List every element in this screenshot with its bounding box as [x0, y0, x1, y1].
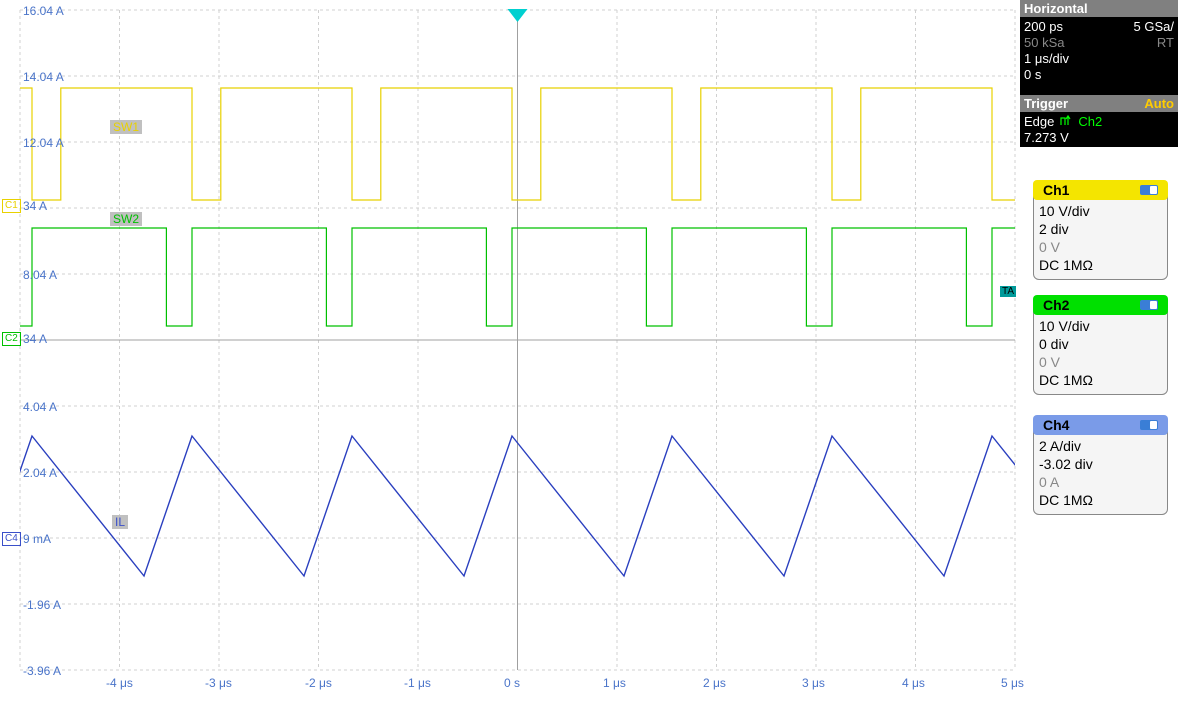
ground-marker-c4: C4 [2, 532, 21, 546]
x-axis-label: 0 s [504, 676, 520, 690]
horizontal-settings[interactable]: Horizontal 200 ps 5 GSa/50 kSa RT 1 μs/div0… [1020, 0, 1178, 95]
horiz-val: 0 s [1024, 67, 1041, 83]
x-axis-label: -1 μs [404, 676, 431, 690]
channel-setting: 2 A/div [1039, 437, 1162, 455]
y-axis-label: 34 A [23, 199, 47, 213]
waveform-canvas [0, 0, 1020, 718]
horiz-val: RT [1157, 35, 1174, 51]
x-axis-label: -4 μs [106, 676, 133, 690]
horizontal-title: Horizontal [1020, 0, 1178, 17]
trigger-source: Ch2 [1078, 114, 1102, 130]
channel-id: Ch4 [1043, 416, 1069, 434]
y-axis-label: 14.04 A [23, 70, 64, 84]
y-axis-label: 4.04 A [23, 400, 57, 414]
channel-setting: 2 div [1039, 220, 1162, 238]
y-axis-label: 12.04 A [23, 136, 64, 150]
y-axis-label: -3.96 A [23, 664, 61, 678]
trigger-mode: Auto [1144, 96, 1174, 111]
channel-setting: DC 1MΩ [1039, 256, 1162, 274]
y-axis-label: 9 mA [23, 532, 51, 546]
horiz-val: 50 kSa [1024, 35, 1064, 51]
y-axis-label: 8.04 A [23, 268, 57, 282]
trigger-slope-icon [1060, 114, 1072, 130]
horiz-val: 5 GSa/ [1134, 19, 1174, 35]
channel-id: Ch1 [1043, 181, 1069, 199]
channel-toggle[interactable] [1140, 185, 1158, 195]
channel-id: Ch2 [1043, 296, 1069, 314]
trigger-level: 7.273 V [1024, 130, 1174, 145]
x-axis-label: 1 μs [603, 676, 626, 690]
trigger-edge: Edge [1024, 114, 1054, 130]
channel-setting: 10 V/div [1039, 202, 1162, 220]
channel-setting: DC 1MΩ [1039, 491, 1162, 509]
channel-toggle[interactable] [1140, 300, 1158, 310]
y-axis-label: 34 A [23, 332, 47, 346]
channel-setting: DC 1MΩ [1039, 371, 1162, 389]
channel-setting: 0 V [1039, 238, 1162, 256]
channel-panel-ch2[interactable]: Ch2 10 V/div0 div0 VDC 1MΩ [1033, 295, 1168, 395]
trigger-level-marker[interactable]: TA [1000, 286, 1016, 297]
oscilloscope-display [0, 0, 1020, 718]
ground-marker-c1: C1 [2, 199, 21, 213]
channel-setting: 0 div [1039, 335, 1162, 353]
side-panel: Horizontal 200 ps5 GSa/50 kSaRT1 μs/div0… [1020, 0, 1178, 718]
x-axis-label: 4 μs [902, 676, 925, 690]
x-axis-label: 5 μs [1001, 676, 1024, 690]
channel-setting: 0 V [1039, 353, 1162, 371]
channel-setting: 0 A [1039, 473, 1162, 491]
y-axis-label: -1.96 A [23, 598, 61, 612]
channel-panel-ch4[interactable]: Ch4 2 A/div-3.02 div0 ADC 1MΩ [1033, 415, 1168, 515]
trigger-title: Trigger [1024, 96, 1068, 111]
channel-toggle[interactable] [1140, 420, 1158, 430]
channel-panel-ch1[interactable]: Ch1 10 V/div2 div0 VDC 1MΩ [1033, 180, 1168, 280]
waveform-label: SW1 [110, 120, 142, 134]
channel-setting: -3.02 div [1039, 455, 1162, 473]
waveform-label: SW2 [110, 212, 142, 226]
x-axis-label: 2 μs [703, 676, 726, 690]
horiz-val: 200 ps [1024, 19, 1063, 35]
x-axis-label: -3 μs [205, 676, 232, 690]
waveform-label: IL [112, 515, 128, 529]
channel-setting: 10 V/div [1039, 317, 1162, 335]
ground-marker-c2: C2 [2, 332, 21, 346]
x-axis-label: -2 μs [305, 676, 332, 690]
y-axis-label: 16.04 A [23, 4, 64, 18]
trigger-settings[interactable]: Trigger Auto Edge Ch2 7.273 V [1020, 95, 1178, 147]
x-axis-label: 3 μs [802, 676, 825, 690]
horiz-val: 1 μs/div [1024, 51, 1069, 67]
y-axis-label: 2.04 A [23, 466, 57, 480]
